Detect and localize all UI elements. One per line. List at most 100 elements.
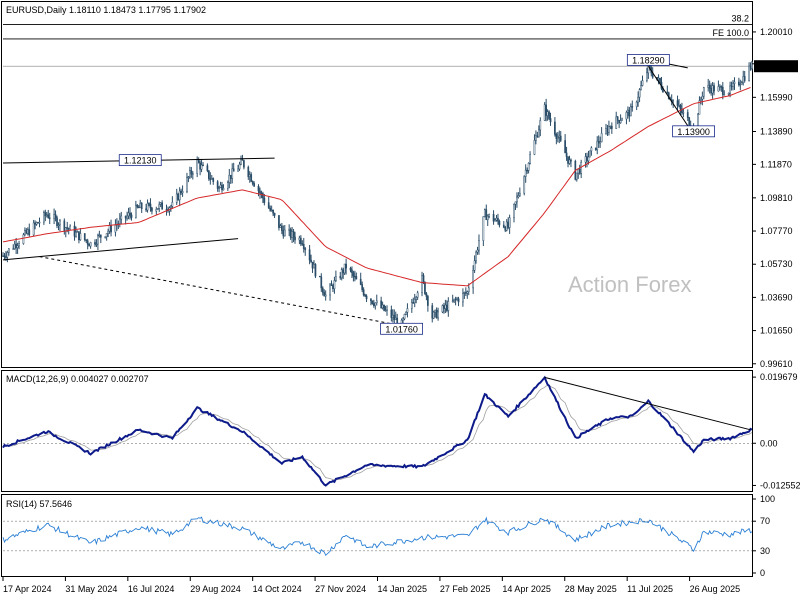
candle-body [222,187,225,191]
candle-body [384,309,387,312]
candle-body [48,217,51,219]
candle-body [621,118,623,121]
candle-body [422,275,425,283]
candle-body [212,178,215,182]
x-tick-label: 28 May 2025 [565,584,617,594]
candle-body [365,295,368,300]
candle-body [187,176,190,178]
candle-body [600,133,603,143]
candle-body [253,183,255,187]
candle-body [473,260,476,271]
moving-average [2,86,751,287]
candle-body [340,269,343,279]
candle-body [605,128,607,134]
annotation-box [118,154,162,167]
candle-body [732,83,734,88]
candle-body [610,125,613,129]
candle-body [107,230,109,234]
candle-body [488,213,491,217]
candle-body [467,287,470,292]
candle-body [118,218,121,225]
candle-body [697,113,699,127]
candle-body [516,196,518,203]
candle-body [406,308,409,313]
macd-panel-frame [1,370,753,492]
candle-body [308,249,311,261]
candle-body [7,248,10,253]
candle-body [99,234,102,238]
candle-body [372,303,375,306]
candle-body [524,169,527,177]
candle-body [380,300,383,309]
x-tick-label: 31 May 2024 [65,584,117,594]
x-tick-label: 14 Apr 2025 [502,584,551,594]
candle-body [12,248,15,250]
candle-body [15,243,17,248]
candle-body [43,212,45,223]
candle-body [710,88,712,94]
candle-body [140,202,143,209]
annotation-box [672,125,715,138]
candles [2,60,753,332]
candle-body [250,174,253,182]
candle-body [371,300,374,304]
candle-body [483,209,486,217]
rsi-panel-frame [1,494,753,577]
last-price-box [754,60,798,73]
candle-body [627,109,629,113]
candle-body [535,135,537,141]
candle-body [464,292,467,294]
candle-body [2,255,4,257]
candle-body [606,128,609,133]
candle-body [108,225,111,232]
candle-body [514,201,517,205]
candle-body [412,302,415,304]
candle-body [476,249,479,253]
candle-body [701,95,704,100]
candle-body [32,222,35,236]
x-tick-label: 14 Jan 2025 [378,584,428,594]
candle-body [196,159,199,174]
candle-body [462,293,464,303]
candle-body [446,304,448,311]
macd-line [2,375,753,487]
price-tick-label: 1.05730 [760,259,793,269]
candle-body [425,293,428,297]
candle-body [567,156,569,164]
candle-body [427,296,429,306]
candle-body [707,85,710,88]
candle-body [502,224,505,228]
candle-body [155,209,158,212]
candle-body [97,235,99,245]
candle-body [619,120,622,124]
candle-body [3,255,6,258]
candle-body [145,208,147,211]
candle-body [354,275,356,278]
candle-body [361,284,364,290]
candle-body [311,261,314,269]
candle-body [391,314,394,319]
candle-body [453,298,456,302]
candle-body [457,298,460,303]
candle-body [342,269,345,274]
candle-body [405,311,407,315]
candle-body [749,65,752,69]
candle-body [294,236,296,241]
candle-body [216,181,219,189]
candle-body [228,174,231,183]
candle-body [67,228,70,230]
candle-body [283,229,286,237]
candle-body [497,217,499,222]
price-tick-label: 1.11870 [760,159,792,169]
x-tick-label: 11 Jul 2025 [627,584,673,594]
ma-line [2,86,751,287]
rsi-tick-label: 70 [760,516,770,526]
candle-body [349,267,352,271]
candle-body [189,170,191,178]
candle-body [507,221,510,228]
candle-body [672,100,675,103]
candle-body [110,225,112,233]
candle-body [454,298,457,301]
macd-trendline [544,376,751,431]
candle-body [26,229,29,234]
